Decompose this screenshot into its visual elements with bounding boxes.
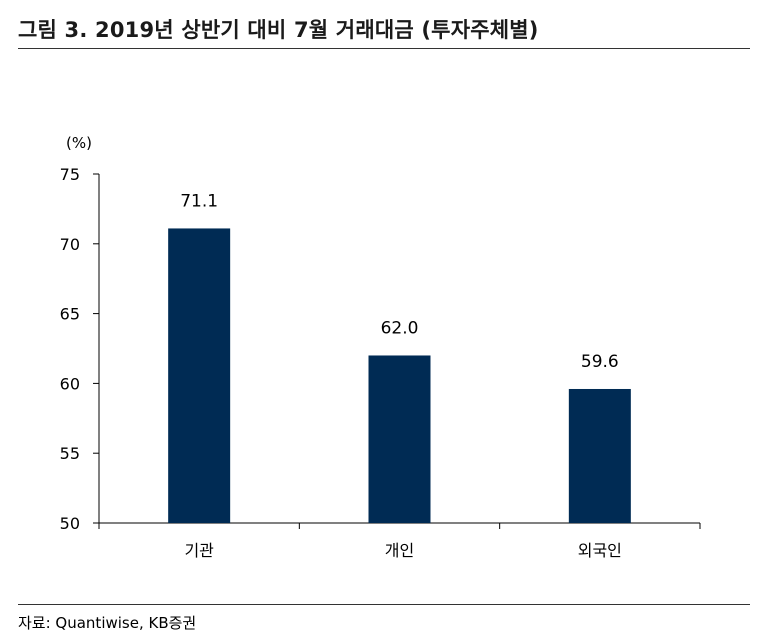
y-tick-label: 75 — [60, 165, 80, 184]
bar — [568, 388, 631, 523]
bar — [368, 355, 431, 523]
source-divider — [18, 604, 750, 605]
figure-title: 그림 3. 2019년 상반기 대비 7월 거래대금 (투자주체별) — [18, 18, 539, 42]
y-tick-label: 50 — [60, 514, 80, 533]
x-tick-label: 외국인 — [578, 541, 622, 560]
bar-chart: 50 55 60 65 70 75 71.1 기관 62.0 개인 59.6 외국인 — [60, 165, 701, 560]
source-note: 자료: Quantiwise, KB증권 — [18, 614, 197, 632]
y-tick-label: 65 — [60, 305, 80, 324]
y-axis-unit: (%) — [66, 134, 92, 152]
data-label: 62.0 — [381, 318, 419, 338]
y-tick-label: 60 — [60, 374, 80, 393]
title-divider — [18, 48, 750, 49]
y-tick-label: 70 — [60, 235, 80, 254]
data-label: 59.6 — [581, 352, 619, 372]
data-label: 71.1 — [180, 191, 218, 211]
bar — [168, 228, 231, 523]
x-tick-label: 기관 — [184, 541, 214, 560]
y-tick-label: 55 — [60, 444, 80, 463]
x-tick-label: 개인 — [385, 541, 414, 560]
